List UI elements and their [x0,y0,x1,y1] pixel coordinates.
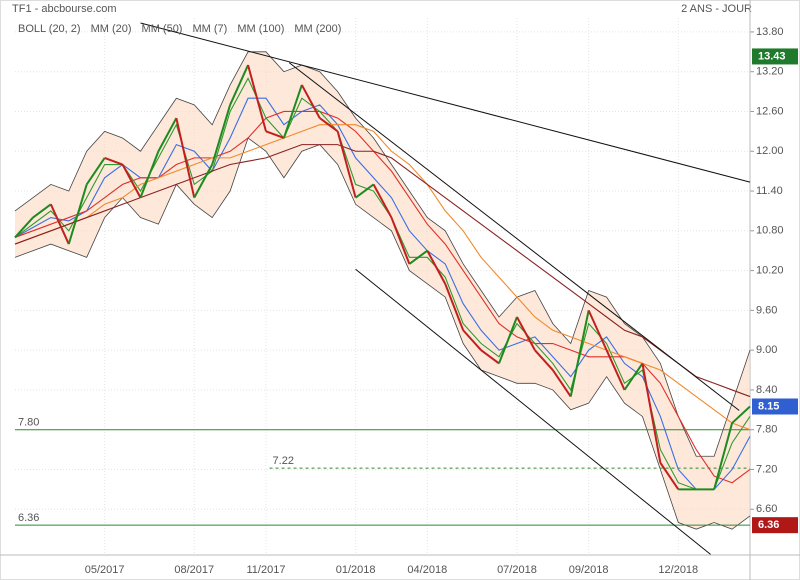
y-tick-label: 6.60 [756,503,777,515]
price-segment [139,150,160,199]
legend-entry: MM (50) [142,23,183,35]
x-tick-label: 05/2017 [85,564,125,576]
price-segment [587,309,608,351]
x-tick-label: 01/2018 [336,564,376,576]
price-segment [121,164,142,199]
price-segment [641,363,662,464]
x-tick-label: 08/2017 [174,564,214,576]
legend-entry: MM (200) [294,23,341,35]
price-segment [14,216,34,239]
y-tick-label: 7.20 [756,463,777,475]
price-badge-label: 6.36 [758,519,779,531]
legend-entry: MM (20) [91,23,132,35]
price-segment [372,183,393,219]
price-segment [265,130,285,139]
price-badge [752,48,798,65]
price-segment [426,250,447,285]
y-tick-label: 8.40 [756,384,777,396]
price-segment [390,217,411,265]
price-segment [605,349,626,391]
price-segment [408,249,428,265]
price-segment [498,316,518,364]
price-segment [551,369,572,398]
x-tick-label: 11/2017 [246,564,285,576]
bollinger-fill [15,51,750,530]
price-segment [713,422,734,490]
price-segment [193,164,214,199]
price-segment [462,329,482,351]
level-label: 7.22 [273,455,294,467]
y-tick-label: 13.80 [756,26,784,38]
price-segment [480,349,500,365]
y-tick-label: 10.20 [756,264,784,276]
price-segment [300,84,321,119]
price-segment [355,183,375,199]
price-segment [516,316,536,351]
y-tick-label: 9.60 [756,304,777,316]
price-segment [229,64,249,106]
x-tick-label: 09/2018 [569,564,609,576]
y-tick-label: 9.00 [756,344,777,356]
price-segment [247,64,267,132]
price-badge-label: 13.43 [758,50,786,62]
price-segment [85,157,106,185]
chart-title: TF1 - abcbourse.com [12,3,117,15]
legend-entry: BOLL (20, 2) [18,23,81,35]
price-segment [175,117,196,198]
bollinger-upper [14,51,751,457]
level-label: 6.36 [18,512,39,524]
price-segment [49,203,70,245]
price-segment [67,184,88,245]
y-tick-label: 12.60 [756,105,784,117]
level-label: 7.80 [18,417,39,429]
price-segment [319,117,339,133]
price-badge [752,517,798,534]
y-tick-label: 7.80 [756,424,777,436]
bollinger-lower [14,137,751,530]
y-tick-label: 10.80 [756,225,784,237]
trendline [355,268,711,555]
price-segment [104,156,123,166]
price-segment [623,362,644,391]
price-segment [32,203,52,219]
price-segment [444,283,465,331]
trendline [288,62,740,411]
price-segment [282,84,303,139]
y-tick-label: 11.40 [756,185,783,197]
legend-entry: MM (100) [237,23,284,35]
price-badge [752,398,798,415]
price-segment [211,104,232,165]
legend-entry: MM (7) [192,23,227,35]
price-segment [659,462,680,490]
price-segment [731,405,751,424]
price-badge-label: 8.15 [758,400,779,412]
price-segment [569,310,590,397]
price-segment [157,117,178,152]
moving-average [14,97,751,490]
x-tick-label: 07/2018 [497,564,537,576]
y-tick-label: 13.20 [756,66,784,78]
moving-average [14,124,751,431]
x-tick-label: 04/2018 [407,564,447,576]
x-tick-label: 12/2018 [658,564,698,576]
price-segment [534,349,554,371]
price-segment [336,131,357,198]
y-tick-label: 12.00 [756,145,784,157]
moving-average [14,144,751,398]
period-label: 2 ANS - JOUR [681,3,752,15]
trendline [140,22,751,183]
